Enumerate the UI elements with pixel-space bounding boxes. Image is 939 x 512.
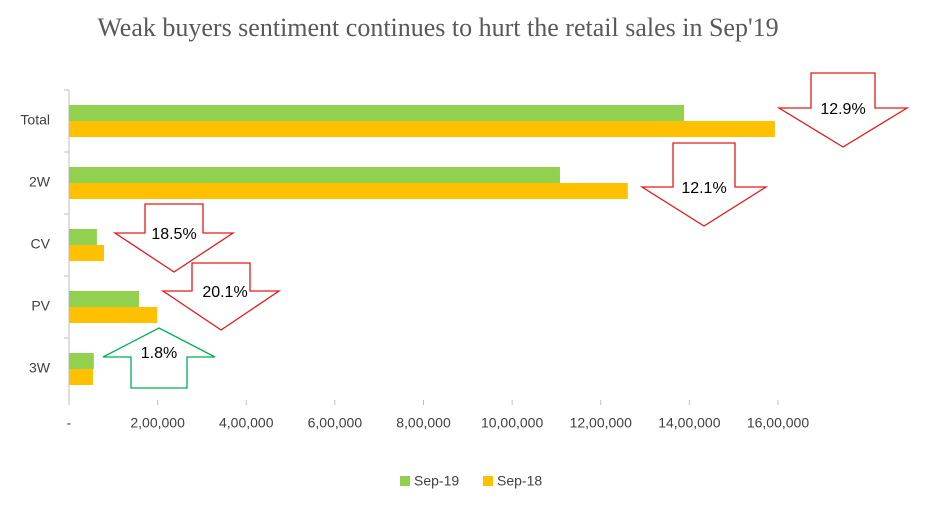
bar	[69, 229, 97, 245]
bar	[69, 167, 560, 183]
arrow	[639, 142, 769, 227]
bar	[69, 105, 685, 121]
y-tick-label: PV	[31, 298, 50, 314]
x-tick-label: -	[67, 415, 72, 431]
x-tick-label: 6,00,000	[308, 415, 363, 431]
arrow	[776, 72, 910, 148]
bar	[69, 245, 105, 261]
y-tick-label: 2W	[29, 174, 51, 190]
arrow	[102, 327, 216, 389]
x-tick-label: 10,00,000	[481, 415, 543, 431]
annotation: 20.1%	[202, 284, 247, 301]
y-tick-label: 3W	[29, 360, 51, 376]
arrow	[112, 203, 236, 273]
bar	[69, 353, 94, 369]
legend-label: Sep-18	[497, 473, 542, 489]
x-tick-label: 8,00,000	[396, 415, 451, 431]
bar	[69, 121, 775, 137]
x-tick-label: 4,00,000	[219, 415, 274, 431]
x-tick-label: 14,00,000	[658, 415, 720, 431]
x-tick-label: 12,00,000	[570, 415, 632, 431]
legend-label: Sep-19	[414, 473, 459, 489]
x-tick-label: 16,00,000	[747, 415, 809, 431]
y-tick-label: CV	[31, 236, 51, 252]
y-tick-label: Total	[20, 112, 50, 128]
bar	[69, 183, 628, 199]
legend-swatch	[400, 476, 410, 486]
x-tick-label: 2,00,000	[130, 415, 185, 431]
annotation: 18.5%	[151, 226, 196, 243]
annotation: 12.9%	[820, 101, 865, 118]
bar	[69, 291, 140, 307]
bar	[69, 307, 158, 323]
annotation: 1.8%	[141, 345, 177, 362]
chart-title: Weak buyers sentiment continues to hurt …	[97, 13, 779, 42]
legend-swatch	[483, 476, 493, 486]
arrow	[160, 262, 282, 331]
annotation: 12.1%	[681, 180, 726, 197]
bar	[69, 369, 93, 385]
